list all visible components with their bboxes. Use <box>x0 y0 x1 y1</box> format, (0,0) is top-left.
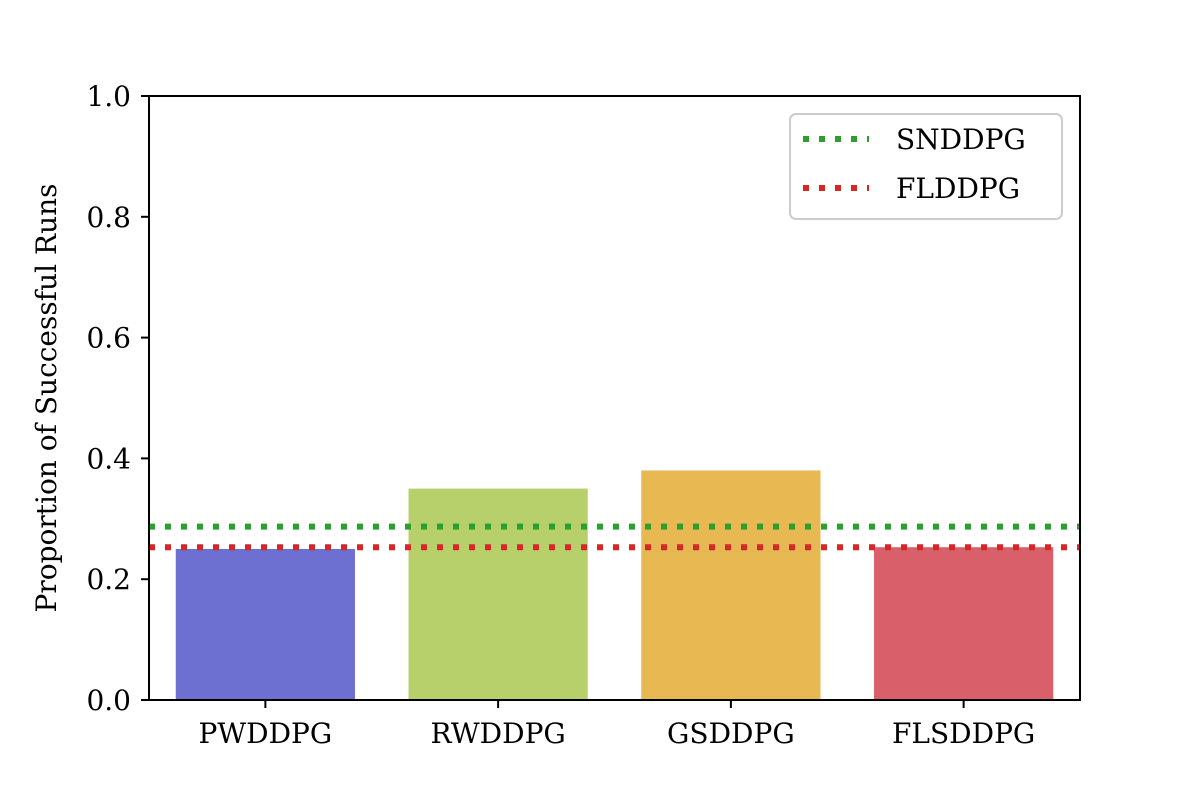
y-axis-title: Proportion of Successful Runs <box>30 183 63 612</box>
legend-frame <box>789 113 1063 220</box>
x-tick-label: PWDDPG <box>199 717 333 750</box>
y-tick-label: 0.6 <box>86 322 131 355</box>
legend-label-flddpg: FLDDPG <box>896 172 1020 205</box>
bar-flsddpg <box>874 547 1054 700</box>
y-tick-label: 0.8 <box>86 201 131 234</box>
plot-frame <box>148 95 1081 701</box>
y-tick-label: 0.2 <box>86 563 131 596</box>
reference-lines-group <box>149 523 1080 551</box>
bar-pwddpg <box>175 549 355 700</box>
x-axis: PWDDPG RWDDPG GSDDPG FLSDDPG <box>199 700 1035 750</box>
y-tick-label: 1.0 <box>86 80 131 113</box>
bar-gsddpg <box>641 470 821 700</box>
y-axis: 0.0 0.2 0.4 0.6 0.8 1.0 <box>86 80 149 717</box>
legend: SNDDPG FLDDPG <box>789 113 1063 220</box>
x-tick-label: FLSDDPG <box>892 717 1035 750</box>
y-tick-label: 0.4 <box>86 442 131 475</box>
x-tick-label: RWDDPG <box>430 717 565 750</box>
y-tick-label: 0.0 <box>86 684 131 717</box>
bars-group <box>175 470 1054 700</box>
bar-rwddpg <box>408 488 588 700</box>
legend-label-snddpg: SNDDPG <box>896 123 1026 156</box>
x-tick-label: GSDDPG <box>667 717 795 750</box>
